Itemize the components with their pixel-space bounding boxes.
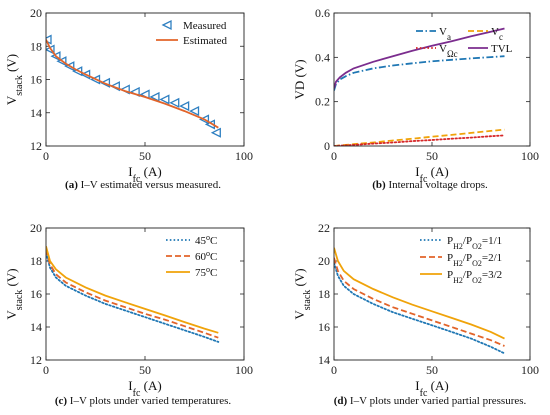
y-tick-label: 14 (318, 353, 330, 367)
series-line-1 (334, 257, 505, 347)
measured-point (99, 77, 111, 88)
x-tick-label: 50 (426, 149, 438, 163)
legend-label: Estimated (183, 35, 227, 47)
x-tick-label: 0 (43, 363, 49, 377)
panel-caption: (c) I–V plots under varied temperatures. (55, 395, 232, 407)
panel-c: 12 14 16 18 20 0 50 100 Vstack (V) Ifc (A) 45oC60o… (4, 221, 253, 407)
measured-point (50, 51, 61, 62)
y-tick-label: 0.2 (315, 95, 330, 109)
series-line-0 (334, 55, 505, 91)
measured-point (169, 97, 180, 108)
legend-label: VΩc (439, 43, 458, 59)
y-tick-label: 0.4 (315, 50, 330, 64)
y-tick-label: 18 (30, 254, 42, 268)
panel-a: 12 14 16 18 20 0 50 100 Vstack (V) Ifc (A) Measure… (4, 6, 253, 191)
y-tick-label: 14 (30, 320, 42, 334)
y-tick-label: 14 (30, 106, 42, 120)
panel-b: 0 0.2 0.4 0.6 0 50 100 VD (V) Ifc (A) Va Vc VΩc TVL (… (292, 6, 539, 191)
y-tick-label: 18 (30, 39, 42, 53)
x-tick-label: 50 (139, 363, 151, 377)
y-tick-label: 18 (318, 287, 330, 301)
plot-area (334, 247, 506, 355)
y-tick-label: 20 (318, 254, 330, 268)
measured-point (149, 91, 160, 103)
series-line-0 (334, 261, 506, 355)
legend-label: 75oC (195, 265, 217, 280)
legend: Va Vc VΩc TVL (416, 26, 513, 59)
legend-label: Vc (491, 26, 503, 42)
x-tick-label: 0 (331, 363, 337, 377)
measured-point (90, 74, 101, 85)
y-tick-label: 22 (318, 221, 330, 235)
y-tick-label: 20 (30, 221, 42, 235)
y-axis-label: VD (V) (292, 59, 307, 99)
y-tick-label: 0.6 (315, 6, 330, 20)
x-tick-label: 50 (426, 363, 438, 377)
series-line-2 (334, 134, 506, 146)
y-axis-label: Vstack (V) (292, 268, 313, 319)
series-line-0 (46, 251, 220, 343)
legend-label: 45oC (195, 233, 217, 248)
panel-caption: (d) I–V plots under varied partial press… (334, 395, 527, 407)
y-tick-label: 0 (324, 139, 330, 153)
plot-area (334, 27, 506, 146)
y-tick-label: 12 (30, 139, 42, 153)
legend-label: PH2/PO2=1/1 (447, 235, 502, 251)
y-tick-label: 20 (30, 6, 42, 20)
measured-point (179, 101, 190, 112)
legend-label: PH2/PO2=2/1 (447, 252, 502, 268)
legend-marker (161, 19, 172, 31)
x-axis-label: Ifc (A) (128, 378, 161, 399)
x-axis-label: Ifc (A) (128, 164, 161, 185)
panel-d: 14 16 18 20 22 0 50 100 Vstack (V) Ifc (A) PH2/PO2… (292, 221, 539, 407)
y-tick-label: 16 (30, 73, 42, 87)
plot-area (46, 34, 221, 138)
x-axis-label: Ifc (A) (415, 378, 448, 399)
panel-caption: (a) I–V estimated versus measured. (65, 179, 221, 191)
x-tick-label: 100 (521, 363, 539, 377)
legend-label: 60oC (195, 249, 217, 264)
legend-label: Measured (183, 20, 227, 32)
series-line-3 (334, 27, 505, 89)
series-line-1 (46, 39, 219, 129)
series-line-2 (46, 245, 219, 334)
plot-area (46, 245, 220, 343)
x-tick-label: 100 (235, 149, 253, 163)
measured-point (72, 66, 83, 77)
x-tick-label: 0 (331, 149, 337, 163)
series-line-1 (334, 128, 505, 146)
x-tick-label: 0 (43, 149, 49, 163)
measured-point (80, 69, 91, 80)
x-axis-label: Ifc (A) (415, 164, 448, 185)
measured-point (189, 106, 200, 117)
legend-label: TVL (491, 43, 513, 55)
axes-frame (45, 12, 245, 147)
legend-label: Va (439, 26, 451, 42)
measured-point (210, 127, 221, 138)
x-tick-label: 50 (139, 149, 151, 163)
legend: Measured Estimated (156, 19, 227, 47)
legend-label: PH2/PO2=3/2 (447, 269, 502, 285)
measured-point (159, 94, 170, 105)
y-tick-label: 16 (318, 320, 330, 334)
x-tick-label: 100 (235, 363, 253, 377)
measured-point (198, 114, 210, 125)
y-tick-label: 12 (30, 353, 42, 367)
series-line-2 (334, 247, 505, 340)
measured-point (56, 56, 67, 67)
axes-frame (45, 227, 245, 361)
series-line-1 (46, 249, 219, 339)
y-axis-label: Vstack (V) (4, 54, 25, 105)
panel-caption: (b) Internal voltage drops. (372, 179, 488, 191)
measured-point (64, 61, 75, 72)
axes-frame (333, 227, 531, 361)
x-tick-label: 100 (521, 149, 539, 163)
y-tick-label: 16 (30, 287, 42, 301)
y-axis-label: Vstack (V) (4, 268, 25, 319)
axes-frame (333, 12, 531, 147)
